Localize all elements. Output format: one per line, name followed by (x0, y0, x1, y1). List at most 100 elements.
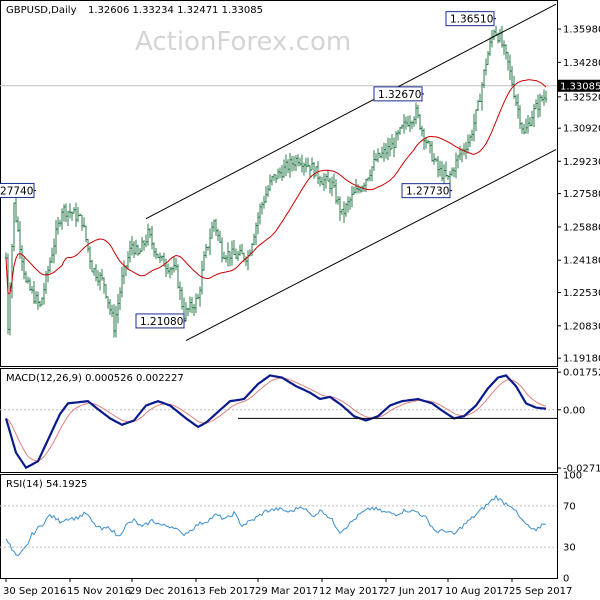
price-bar (22, 257, 26, 280)
price-bar (444, 161, 448, 178)
price-bar (190, 297, 194, 314)
price-bar (74, 202, 78, 227)
price-bar (126, 251, 130, 270)
macd-signal-line (5, 377, 547, 462)
price-bar (308, 165, 312, 178)
price-bar (492, 29, 496, 41)
macd-panel-frame (0, 368, 558, 473)
watermark: ActionForex.com (135, 27, 351, 57)
price-bar (282, 159, 286, 178)
price-label: 1.27730 (401, 183, 452, 199)
price-bar (456, 154, 460, 169)
price-bar (80, 214, 84, 231)
price-bar (198, 286, 202, 307)
price-label: 1.27740 (0, 182, 36, 198)
price-bar (490, 29, 494, 48)
price-bar (484, 58, 488, 76)
price-bar (260, 201, 264, 215)
price-bar (340, 208, 344, 215)
price-bar (166, 263, 170, 274)
price-bar (504, 44, 508, 60)
price-bar (14, 196, 18, 223)
price-bar (436, 156, 440, 178)
price-bar (208, 228, 212, 256)
price-bar (284, 154, 288, 177)
price-bar (224, 254, 228, 263)
date-axis-label: 30 Sep 2016 (3, 586, 66, 597)
price-bar (360, 185, 364, 193)
date-axis-label: 29 Dec 2016 (129, 586, 193, 597)
price-bar (100, 269, 104, 281)
price-bar (320, 176, 324, 185)
price-bar (220, 237, 224, 263)
price-axis-label: 1.24180 (563, 256, 600, 267)
price-bar (194, 293, 198, 314)
price-bar (342, 201, 346, 224)
price-bar (530, 110, 534, 127)
price-bar (480, 81, 484, 111)
price-bar (184, 302, 188, 322)
price-label-text: 1.27740 (0, 185, 33, 197)
price-bar (102, 277, 106, 294)
price-axis-label: 1.32520 (563, 92, 600, 103)
price-label: 1.21080 (135, 313, 186, 329)
price-axis-label: 1.35980 (563, 25, 600, 36)
price-bar (172, 256, 176, 273)
price-bar (154, 248, 158, 260)
price-bar (536, 94, 540, 118)
price-bar (202, 251, 206, 271)
price-bar (324, 173, 328, 189)
price-bar (314, 166, 318, 177)
price-bar (338, 196, 342, 221)
date-axis-label: 10 Aug 2017 (445, 586, 509, 597)
price-bar (170, 266, 174, 276)
price-bar (464, 141, 468, 160)
price-bar (240, 243, 244, 255)
price-bar (152, 242, 156, 257)
price-bar (532, 103, 536, 128)
price-bar (382, 142, 386, 162)
price-bar (132, 241, 136, 258)
price-bar (144, 234, 148, 248)
price-bar (474, 109, 478, 132)
price-bar (214, 218, 218, 236)
price-bar (514, 94, 518, 107)
price-bar (468, 134, 472, 147)
price-bar (450, 167, 454, 176)
price-bar (288, 152, 292, 178)
price-bar (498, 28, 502, 43)
price-bar (390, 134, 394, 150)
price-bar (148, 227, 152, 239)
price-bar (542, 89, 546, 106)
price-bar (488, 37, 492, 57)
price-bar (304, 157, 308, 173)
rsi-axis-label: 70 (563, 501, 576, 512)
price-bar (90, 259, 94, 273)
price-bar (120, 267, 124, 298)
price-bar (500, 25, 504, 48)
price-bar (396, 130, 400, 141)
price-bar (414, 102, 418, 125)
price-bar (318, 175, 322, 187)
moving-average-line (5, 79, 547, 295)
price-axis-label: 1.30920 (563, 124, 600, 135)
price-bar (118, 287, 122, 311)
price-bar (164, 258, 168, 277)
price-bar (20, 245, 24, 272)
price-bar (96, 270, 100, 286)
price-bar (38, 300, 42, 308)
price-bar (108, 299, 112, 316)
price-bar (448, 170, 452, 185)
price-bar (520, 122, 524, 134)
price-bar (370, 166, 374, 182)
price-bar (286, 159, 290, 174)
price-bar (196, 293, 200, 300)
price-bar (42, 282, 46, 305)
price-bar (12, 202, 16, 252)
date-axis-label: 13 Feb 2017 (193, 586, 255, 597)
price-bar (336, 196, 340, 205)
price-label-text: 1.36510 (450, 14, 493, 26)
price-bar (362, 182, 366, 192)
price-axis-label: 1.29230 (563, 157, 600, 168)
